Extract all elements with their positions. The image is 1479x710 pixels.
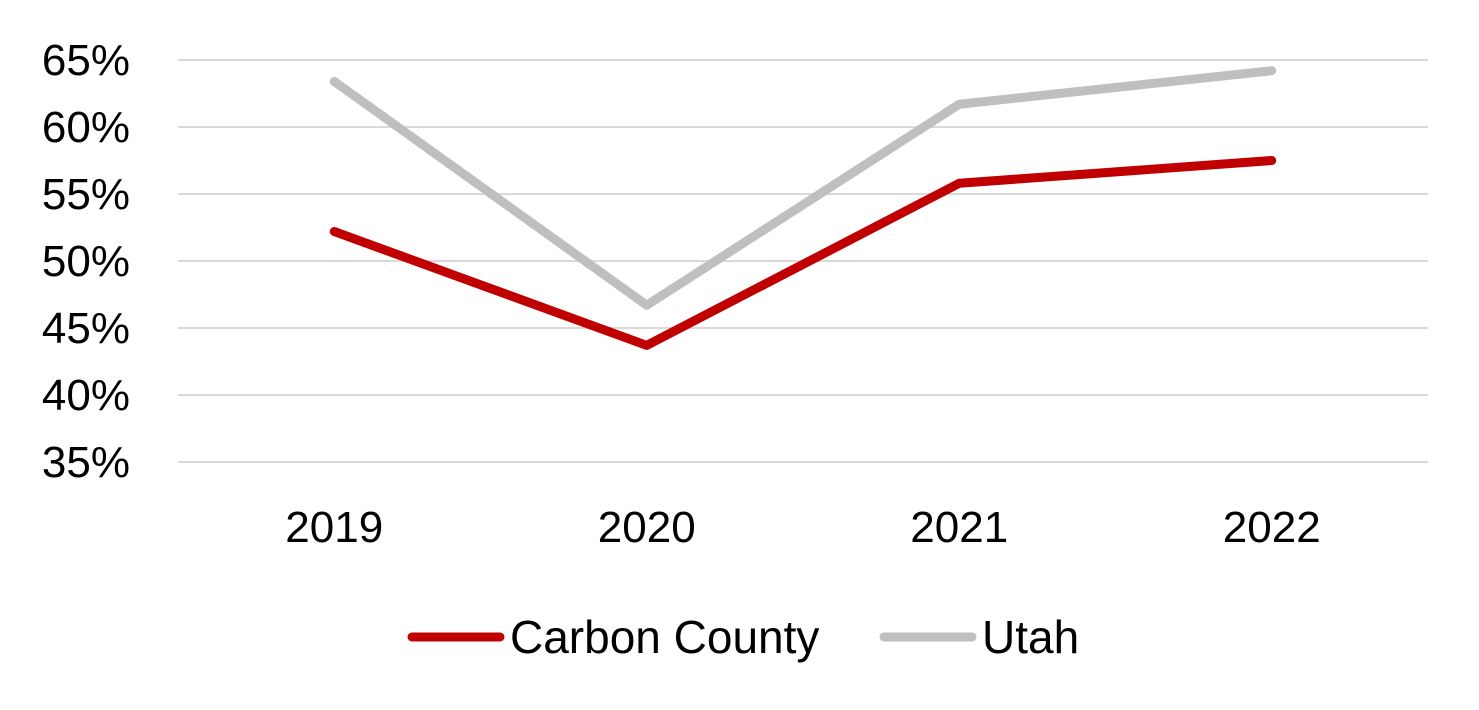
y-tick-label: 60% [42,103,130,152]
series-lines [329,66,1277,350]
y-tick-label: 45% [42,304,130,353]
y-tick-label: 50% [42,237,130,286]
legend: Carbon County Utah [407,611,1079,663]
x-tick-label: 2021 [910,503,1008,552]
y-tick-label: 35% [42,438,130,487]
x-axis-tick-labels: 2019 2020 2021 2022 [285,503,1320,552]
x-tick-label: 2019 [285,503,383,552]
y-tick-label: 65% [42,36,130,85]
series-line-utah [329,66,1277,310]
x-tick-label: 2022 [1223,503,1321,552]
x-tick-label: 2020 [598,503,696,552]
series-line-carbon-county [329,156,1277,350]
y-tick-label: 40% [42,371,130,420]
legend-label: Carbon County [510,611,819,663]
legend-label: Utah [982,611,1079,663]
y-tick-label: 55% [42,170,130,219]
y-axis-tick-labels: 35% 40% 45% 50% 55% 60% 65% [42,36,130,487]
gridlines [178,59,1428,463]
